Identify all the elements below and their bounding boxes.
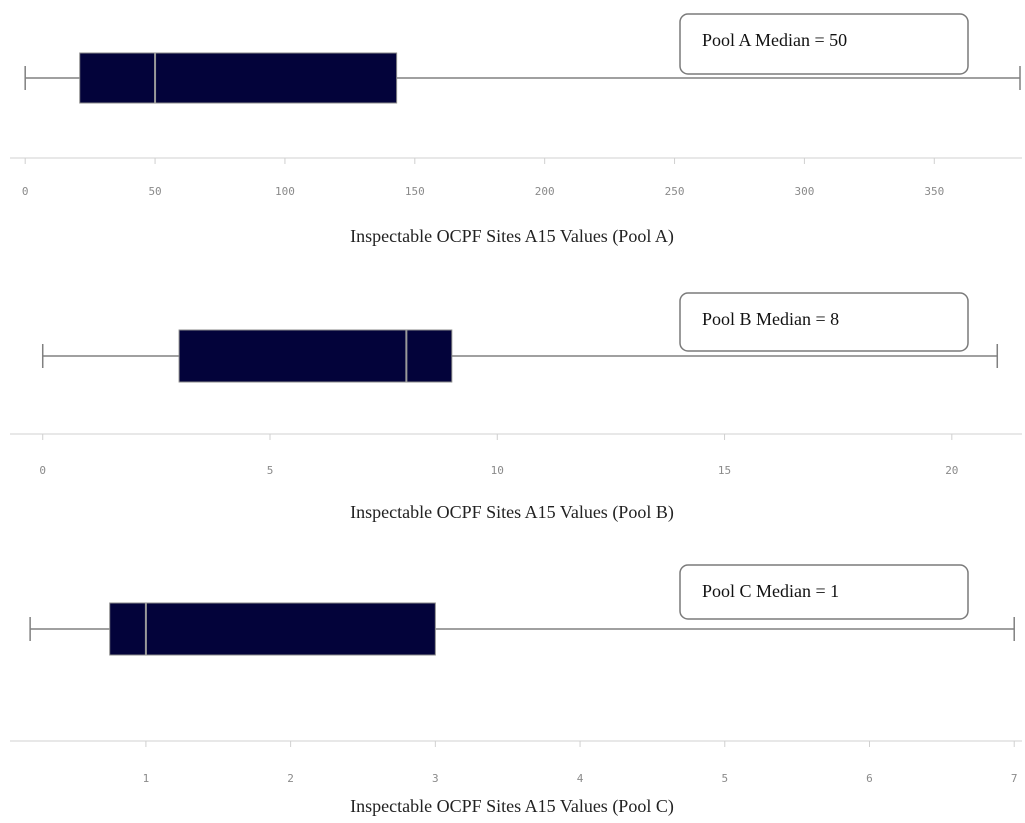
x-axis-label: Inspectable OCPF Sites A15 Values (Pool … [350,226,674,247]
x-tick-label: 2 [287,772,294,785]
x-axis-label: Inspectable OCPF Sites A15 Values (Pool … [350,796,674,817]
legend: Pool A Median = 50 [679,13,969,75]
iqr-box [109,602,436,656]
x-axis-label: Inspectable OCPF Sites A15 Values (Pool … [350,502,674,523]
x-tick-label: 50 [148,185,161,198]
x-tick-label: 350 [924,185,944,198]
x-tick-label: 5 [721,772,728,785]
x-tick-label: 0 [22,185,29,198]
chart-panel-1: 0 50 100 150 200 250 300 350 Inspectable OCPF Si… [10,13,1022,247]
x-tick-label: 1 [143,772,150,785]
x-tick-label: 6 [866,772,873,785]
x-tick-label: 150 [405,185,425,198]
legend-median-text: Pool C Median = 1 [702,581,839,601]
x-tick-label: 15 [718,464,731,477]
x-tick-label: 3 [432,772,439,785]
chart-panel-2: 0 5 10 15 20 Inspectable OCPF Sites A15 Value… [10,292,1022,523]
x-tick-label: 20 [945,464,958,477]
legend-frame [679,564,969,620]
legend-frame [679,13,969,75]
x-tick-label: 4 [577,772,584,785]
x-tick-label: 300 [794,185,814,198]
x-tick-label: 200 [535,185,555,198]
x-tick-label: 5 [267,464,274,477]
iqr-box [79,52,398,104]
x-tick-label: 7 [1011,772,1018,785]
legend-frame [679,292,969,352]
x-tick-label: 100 [275,185,295,198]
legend: Pool B Median = 8 [679,292,969,352]
chart-panel-3: 1 2 3 4 5 6 7 Inspectable OCPF Sites A15 Values… [10,564,1022,817]
x-tick-label: 0 [39,464,46,477]
legend: Pool C Median = 1 [679,564,969,620]
x-tick-label: 250 [665,185,685,198]
x-tick-label: 10 [491,464,504,477]
legend-median-text: Pool A Median = 50 [702,30,847,50]
legend-median-text: Pool B Median = 8 [702,309,839,329]
iqr-box [178,329,453,383]
